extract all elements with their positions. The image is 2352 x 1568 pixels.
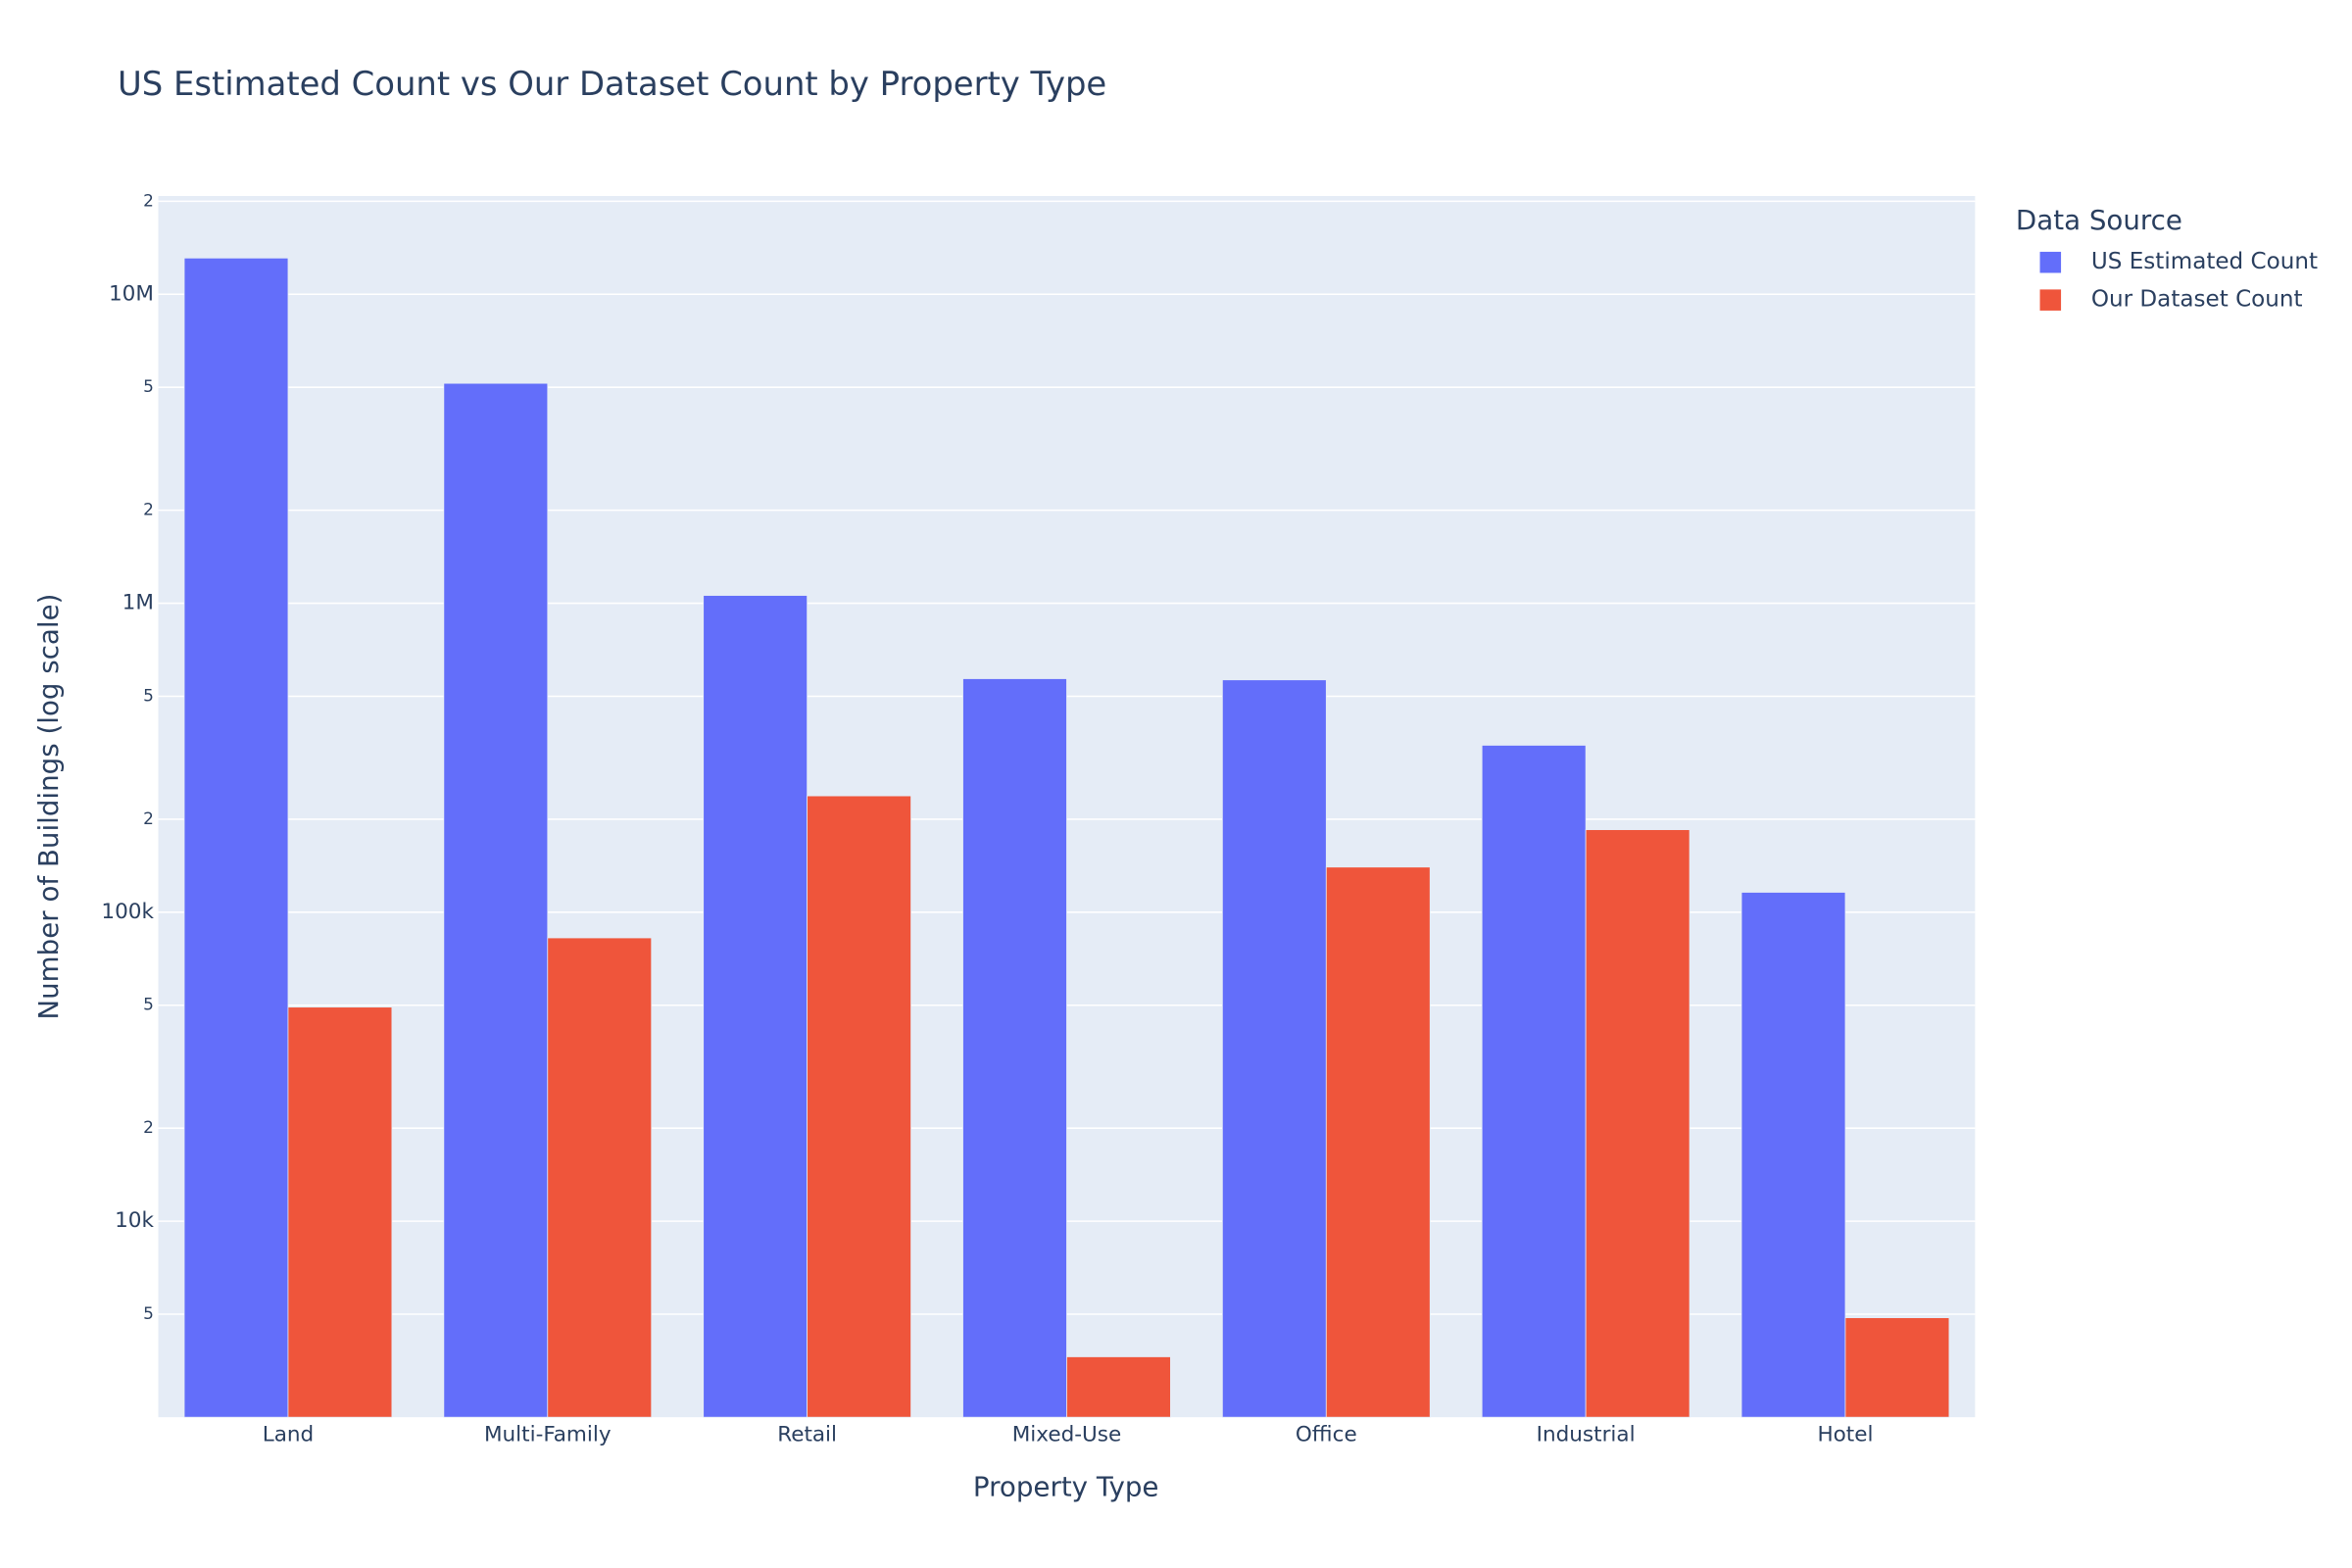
legend-swatch [2039,251,2062,273]
y-tick-label: 10M [109,281,154,306]
bar [962,678,1067,1418]
legend-label: Our Dataset Count [2091,287,2303,313]
bar [1325,866,1431,1418]
y-axis-title: Number of Buildings (log scale) [32,594,65,1020]
bar [1221,679,1327,1418]
bar [1585,829,1690,1418]
bar [183,257,289,1418]
x-tick-label: Hotel [1817,1423,1873,1447]
y-tick-label: 2 [143,808,154,828]
bar [807,795,911,1418]
legend-title: Data Source [2016,204,2182,236]
x-tick-label: Retail [777,1423,837,1447]
y-tick-label: 2 [143,1117,154,1137]
x-tick-label: Office [1296,1423,1357,1447]
x-tick-label: Multi-Family [484,1423,612,1447]
y-tick-label: 5 [143,1303,154,1323]
x-tick-label: Industrial [1537,1423,1636,1447]
y-tick-label: 5 [143,685,154,705]
y-tick-label: 2 [143,500,154,519]
y-tick-label: 10k [115,1208,154,1233]
bar [287,1006,393,1418]
bar [1066,1356,1171,1418]
legend-label: US Estimated Count [2091,249,2318,274]
x-tick-label: Mixed-Use [1012,1423,1121,1447]
bar [1844,1317,1950,1418]
y-tick-label: 2 [143,190,154,210]
y-tick-label: 5 [143,995,154,1014]
bar [547,937,653,1418]
bar [1481,745,1587,1418]
bar [443,382,549,1418]
bar [703,595,808,1418]
y-tick-label: 100k [101,900,154,924]
bar [1740,892,1846,1418]
y-tick-label: 5 [143,376,154,396]
legend-swatch [2039,289,2062,311]
x-tick-label: Land [263,1423,314,1447]
y-tick-label: 1M [122,591,154,615]
x-axis-title: Property Type [973,1470,1159,1502]
chart-title: US Estimated Count vs Our Dataset Count … [118,65,1106,103]
